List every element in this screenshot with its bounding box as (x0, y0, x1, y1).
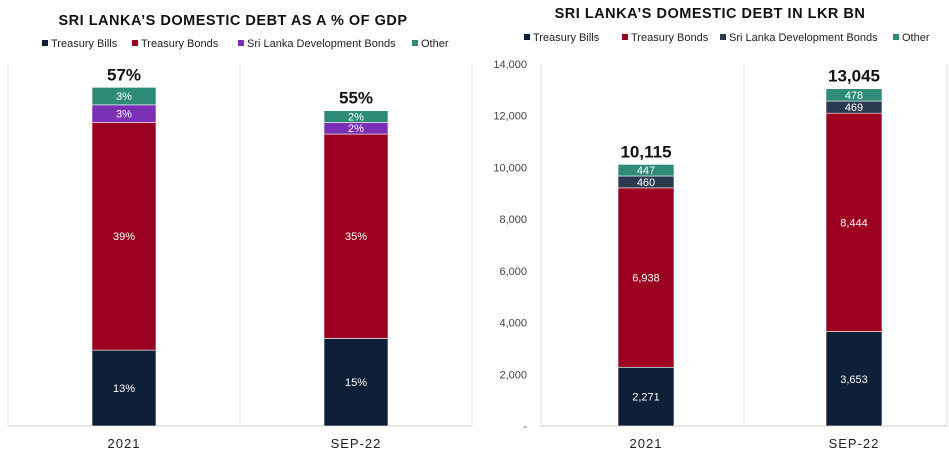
y-tick-label: 4,000 (499, 318, 527, 330)
x-tick-label: 2021 (108, 436, 141, 451)
bar-segment (617, 366, 675, 427)
data-label: 2% (348, 112, 364, 124)
legend-entry: Other (421, 38, 449, 50)
legend-entry: Treasury Bills (533, 32, 600, 44)
data-label: 478 (845, 90, 863, 102)
legend-entry: Other (902, 32, 930, 44)
x-tick-label: SEP-22 (331, 436, 382, 451)
y-tick-label: 14,000 (493, 59, 527, 71)
legend-swatch (132, 40, 138, 46)
x-tick-label: SEP-22 (829, 436, 880, 451)
bar-segment (323, 110, 389, 123)
chart-1: SRI LANKA’S DOMESTIC DEBT AS A % OF GDP T… (7, 13, 473, 451)
data-label: 35% (345, 231, 367, 243)
legend-swatch (412, 40, 418, 46)
bar-segment (825, 88, 883, 102)
total-label: 10,115 (620, 142, 671, 161)
data-label: 39% (113, 231, 135, 243)
data-label: 3% (116, 91, 132, 103)
legend-entry: Sri Lanka Development Bonds (247, 38, 396, 50)
data-label: 460 (637, 177, 655, 189)
legend-swatch (720, 34, 726, 40)
bar-segment (323, 133, 389, 339)
chart-title: SRI LANKA’S DOMESTIC DEBT IN LKR BN (555, 6, 866, 22)
legend-entry: Sri Lanka Development Bonds (729, 32, 878, 44)
data-label: 2% (348, 123, 364, 135)
total-label: 13,045 (828, 67, 880, 86)
data-label: 15% (345, 377, 367, 389)
y-tick-label: 8,000 (499, 214, 527, 226)
data-label: 469 (845, 102, 863, 114)
y-tick-label: 12,000 (493, 111, 527, 123)
data-label: 6,938 (632, 273, 660, 285)
bar-segment (617, 164, 675, 177)
data-label: 3% (116, 109, 132, 121)
data-label: 8,444 (840, 217, 868, 229)
legend-entry: Treasury Bonds (631, 32, 709, 44)
data-label: 3,653 (840, 374, 868, 386)
bar-segment (91, 122, 157, 351)
chart-title: SRI LANKA’S DOMESTIC DEBT AS A % OF GDP (59, 13, 408, 29)
legend-swatch (622, 34, 628, 40)
bar-segment (323, 338, 389, 427)
y-tick-label: 6,000 (499, 266, 527, 278)
data-label: 447 (637, 165, 655, 177)
legend-entry: Treasury Bonds (141, 38, 219, 50)
legend-swatch (42, 40, 48, 46)
bar-segment (825, 112, 883, 332)
legend-entry: Treasury Bills (51, 38, 118, 50)
chart-2: SRI LANKA’S DOMESTIC DEBT IN LKR BN Treas… (493, 6, 948, 451)
total-label: 57% (107, 65, 141, 84)
total-label: 55% (339, 89, 373, 108)
bar-segment (91, 87, 157, 106)
data-label: 13% (113, 383, 135, 395)
y-tick-label: 2,000 (499, 369, 527, 381)
legend-swatch (238, 40, 244, 46)
legend-swatch (893, 34, 899, 40)
y-tick-label: 10,000 (493, 162, 527, 174)
legend-swatch (524, 34, 530, 40)
bar-segment (91, 349, 157, 427)
bar-segment (617, 187, 675, 368)
data-label: 2,271 (632, 392, 660, 404)
x-tick-label: 2021 (630, 436, 663, 451)
y-tick-label: - (523, 421, 527, 433)
